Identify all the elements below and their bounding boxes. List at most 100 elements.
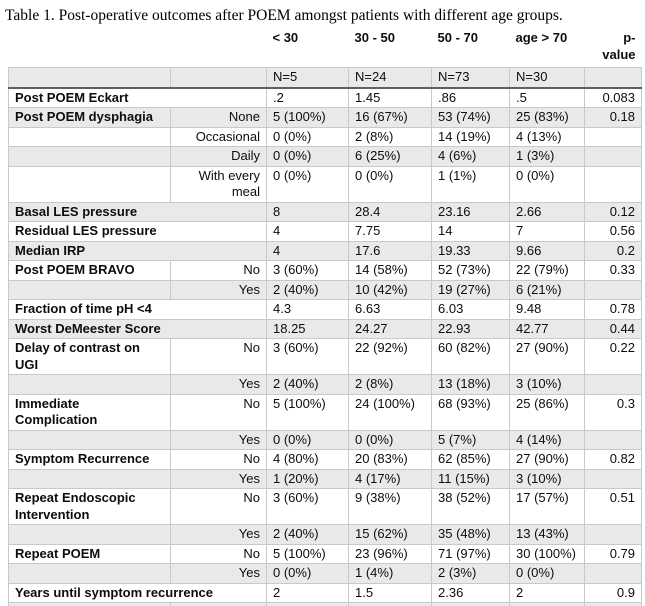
value-cell: 60 (82%)	[431, 338, 510, 375]
value-cell: 1.45	[348, 87, 432, 108]
value-cell: 2 (3%)	[431, 563, 510, 584]
value-cell: 42.77	[509, 318, 585, 339]
value-cell: 0 (0%)	[348, 165, 432, 203]
value-cell: 14 (19%)	[431, 126, 510, 147]
table-row: Symptom Recurrence No 4 (80%) 20 (83%) 62 (8…	[8, 449, 642, 470]
p-value-cell: 0.33	[584, 260, 642, 281]
value-cell: 1 (20%)	[266, 468, 349, 489]
p-value-cell: 0.79	[584, 543, 642, 564]
p-value-cell	[584, 563, 642, 584]
row-sublabel-cell: No	[170, 543, 267, 564]
value-cell: 4 (6%)	[431, 146, 510, 167]
table-row: Median IRP 4 17.6 19.33 9.66 0.2	[8, 240, 642, 261]
table-row: ReadmissionNo5 (100%)22 (92%)65 (89%)29 …	[8, 602, 642, 606]
row-label-cell: Readmission	[8, 602, 171, 606]
p-value-cell	[584, 126, 642, 147]
row-sublabel-cell: No	[170, 393, 267, 431]
p-value-cell	[584, 146, 642, 167]
value-cell: 17 (57%)	[509, 488, 585, 525]
value-cell: 22.93	[431, 318, 510, 339]
col-header-30-50: 30 - 50	[348, 28, 432, 68]
value-cell: 1 (3%)	[509, 146, 585, 167]
outcomes-table: < 30 30 - 50 50 - 70 age > 70 p-value N=…	[8, 28, 642, 606]
table-row: Years until symptom recurrence 2 1.5 2.36 2 0…	[8, 582, 642, 603]
table-row: Post POEM dysphagia None 5 (100%) 16 (67%) 5…	[8, 107, 642, 128]
table-row: Repeat POEM No 5 (100%) 23 (96%) 71 (97%) 30 …	[8, 543, 642, 564]
value-cell: 2 (40%)	[266, 524, 349, 545]
value-cell: 5 (7%)	[431, 429, 510, 450]
value-cell: 27 (90%)	[509, 338, 585, 375]
table-caption: Table 1. Post-operative outcomes after P…	[5, 7, 563, 24]
value-cell: 18.25	[266, 318, 349, 339]
table-row: Yes 0 (0%) 0 (0%) 5 (7%) 4 (14%)	[8, 429, 642, 450]
p-value-cell: 0.3	[584, 393, 642, 431]
value-cell: 5 (100%)	[266, 602, 349, 606]
value-cell: 7.75	[348, 221, 432, 242]
table-row: Yes 2 (40%) 15 (62%) 35 (48%) 13 (43%)	[8, 524, 642, 545]
value-cell: 2 (8%)	[348, 126, 432, 147]
p-value-cell: 0.66	[584, 602, 642, 606]
value-cell: 17.6	[348, 240, 432, 261]
p-value-cell: 0.78	[584, 299, 642, 320]
row-label-cell: Basal LES pressure	[8, 201, 267, 222]
value-cell: 19.33	[431, 240, 510, 261]
value-cell: 2.66	[509, 201, 585, 222]
row-sublabel-cell: Yes	[170, 468, 267, 489]
value-cell: 4.3	[266, 299, 349, 320]
value-cell: 0 (0%)	[509, 165, 585, 203]
p-value-cell	[584, 524, 642, 545]
value-cell: 0 (0%)	[348, 429, 432, 450]
value-cell: 11 (15%)	[431, 468, 510, 489]
table-body: Post POEM Eckart .2 1.45.86.5 0.083 Post POE…	[8, 87, 642, 606]
value-cell: 65 (89%)	[431, 602, 510, 606]
value-cell: 52 (73%)	[431, 260, 510, 281]
table-row: Yes 0 (0%) 1 (4%) 2 (3%) 0 (0%)	[8, 563, 642, 584]
table-row: Basal LES pressure 8 28.4 23.16 2.66 0.12	[8, 201, 642, 222]
row-label-cell	[8, 468, 171, 489]
p-value-cell: 0.9	[584, 582, 642, 603]
row-label-cell	[8, 165, 171, 203]
row-label-cell: Repeat POEM	[8, 543, 171, 564]
value-cell: 24.27	[348, 318, 432, 339]
col-header-50-70: 50 - 70	[431, 28, 510, 68]
value-cell: 0 (0%)	[266, 563, 349, 584]
header-spacer	[8, 28, 171, 68]
value-cell: 28.4	[348, 201, 432, 222]
value-cell: 2 (8%)	[348, 374, 432, 395]
value-cell: 0 (0%)	[509, 563, 585, 584]
n-count-cell: N=24	[348, 67, 432, 89]
row-sublabel-cell: With every meal	[170, 165, 267, 203]
table-row: Fraction of time pH <4 4.3 6.63 6.03 9.48 0.7…	[8, 299, 642, 320]
value-cell: 7	[509, 221, 585, 242]
value-cell: 22 (92%)	[348, 602, 432, 606]
p-value-cell: 0.51	[584, 488, 642, 525]
row-label-cell: Fraction of time pH <4	[8, 299, 267, 320]
row-sublabel-cell: No	[170, 260, 267, 281]
p-value-cell	[584, 165, 642, 203]
value-cell: 15 (62%)	[348, 524, 432, 545]
value-cell: 23 (96%)	[348, 543, 432, 564]
row-label-cell: Years until symptom recurrence	[8, 582, 267, 603]
sample-size-row: N=5 N=24 N=73 N=30	[8, 67, 642, 89]
value-cell: 8	[266, 201, 349, 222]
row-label-cell: Post POEM Eckart	[8, 87, 267, 108]
row-label-cell: Post POEM dysphagia	[8, 107, 171, 128]
p-value-cell: 0.56	[584, 221, 642, 242]
value-cell: 53 (74%)	[431, 107, 510, 128]
value-cell: 13 (43%)	[509, 524, 585, 545]
table-row: Residual LES pressure 4 7.75 14 7 0.56	[8, 221, 642, 242]
value-cell: 6.63	[348, 299, 432, 320]
value-cell: 2 (40%)	[266, 279, 349, 300]
value-cell: 6.03	[431, 299, 510, 320]
row-label-cell: Delay of contrast on UGI	[8, 338, 171, 375]
row-sublabel-cell: Yes	[170, 374, 267, 395]
p-value-cell: 0.22	[584, 338, 642, 375]
row-label-cell	[8, 429, 171, 450]
value-cell: 9 (38%)	[348, 488, 432, 525]
col-header-over-70: age > 70	[509, 28, 585, 68]
value-cell: 22 (79%)	[509, 260, 585, 281]
value-cell: 6 (21%)	[509, 279, 585, 300]
value-cell: 4 (80%)	[266, 449, 349, 470]
p-value-cell: 0.82	[584, 449, 642, 470]
value-cell: 3 (60%)	[266, 338, 349, 375]
